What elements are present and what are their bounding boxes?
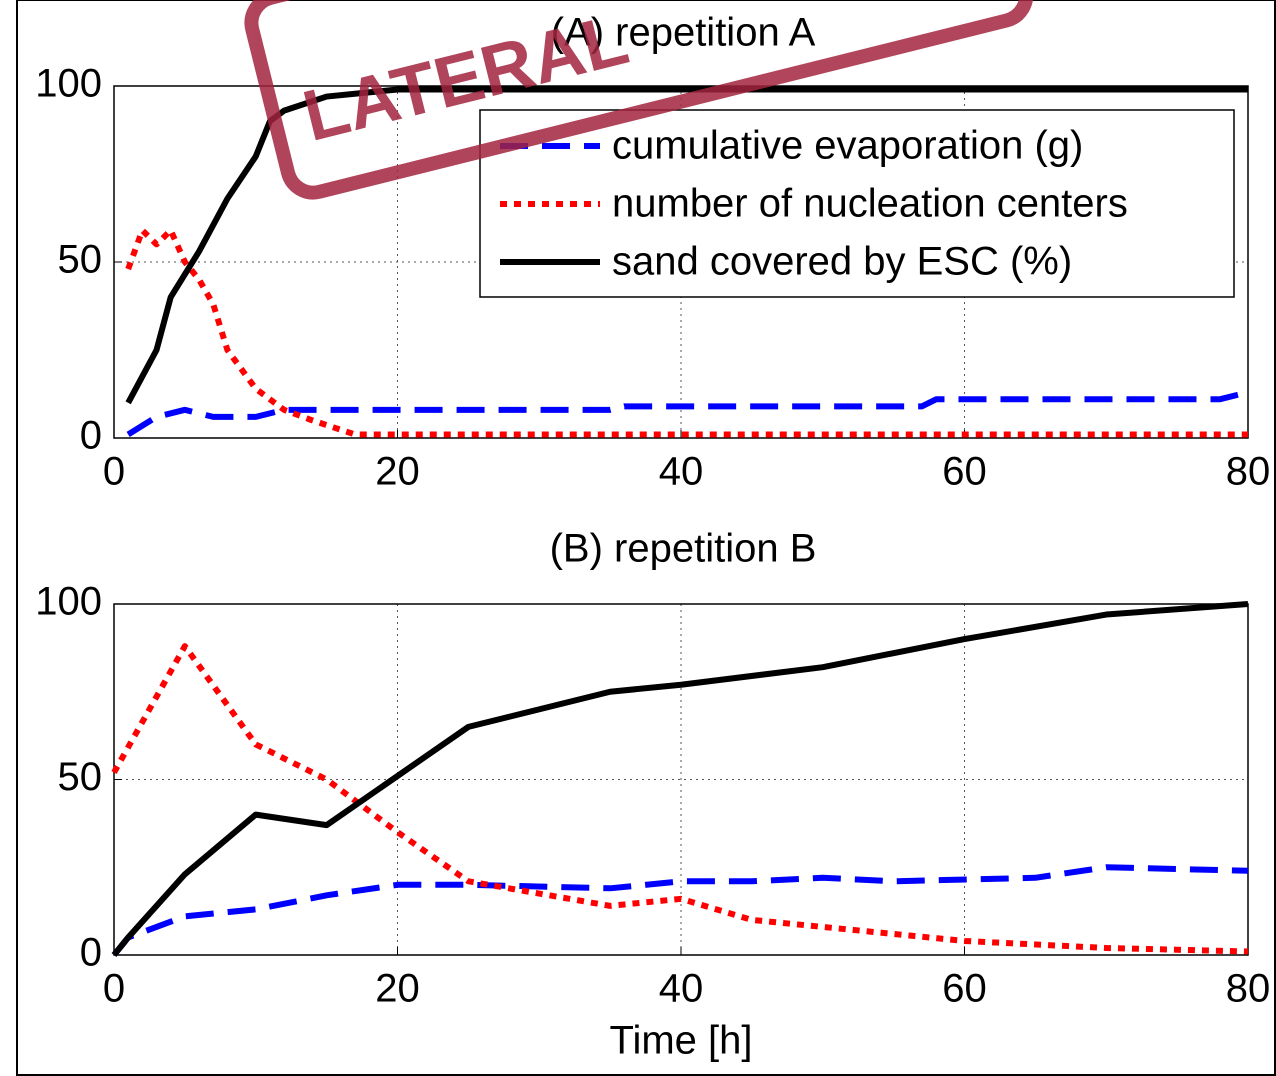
y-tick-label: 0 [80, 931, 102, 975]
x-tick-label: 0 [103, 967, 125, 1011]
x-tick-label: 20 [375, 450, 420, 494]
axes-frame [113, 85, 1249, 439]
data-line [125, 227, 1248, 438]
stamp-frame [244, 0, 1034, 200]
axes-frame [113, 603, 1249, 956]
x-tick-label: 60 [942, 967, 987, 1011]
legend-label: cumulative evaporation (g) [612, 124, 1083, 168]
legend: cumulative evaporation (g) number of nucl… [479, 109, 1235, 298]
data-line [111, 643, 1249, 955]
data-line [125, 86, 1248, 405]
data-line [126, 389, 1249, 438]
page-border [16, 0, 1276, 1076]
x-tick-label: 0 [103, 450, 125, 494]
x-tick-label: 80 [1226, 967, 1271, 1011]
x-tick-label: 40 [659, 967, 704, 1011]
x-tick-label: 20 [375, 967, 420, 1011]
chart-title: (A) repetition A [551, 11, 816, 55]
y-tick-label: 50 [58, 755, 103, 799]
data-line [111, 864, 1249, 957]
legend-label: number of nucleation centers [612, 182, 1128, 226]
x-axis-label: Time [h] [610, 1019, 753, 1063]
chart-title: (B) repetition B [550, 527, 817, 571]
y-tick-label: 50 [58, 238, 103, 282]
x-tick-label: 80 [1226, 450, 1271, 494]
x-tick-label: 60 [942, 450, 987, 494]
legend-label: sand covered by ESC (%) [612, 240, 1072, 284]
legend-box [479, 109, 1235, 298]
y-tick-label: 100 [35, 62, 102, 106]
y-tick-label: 100 [35, 580, 102, 624]
data-line [111, 601, 1249, 957]
x-tick-label: 40 [659, 450, 704, 494]
y-tick-label: 0 [80, 414, 102, 458]
